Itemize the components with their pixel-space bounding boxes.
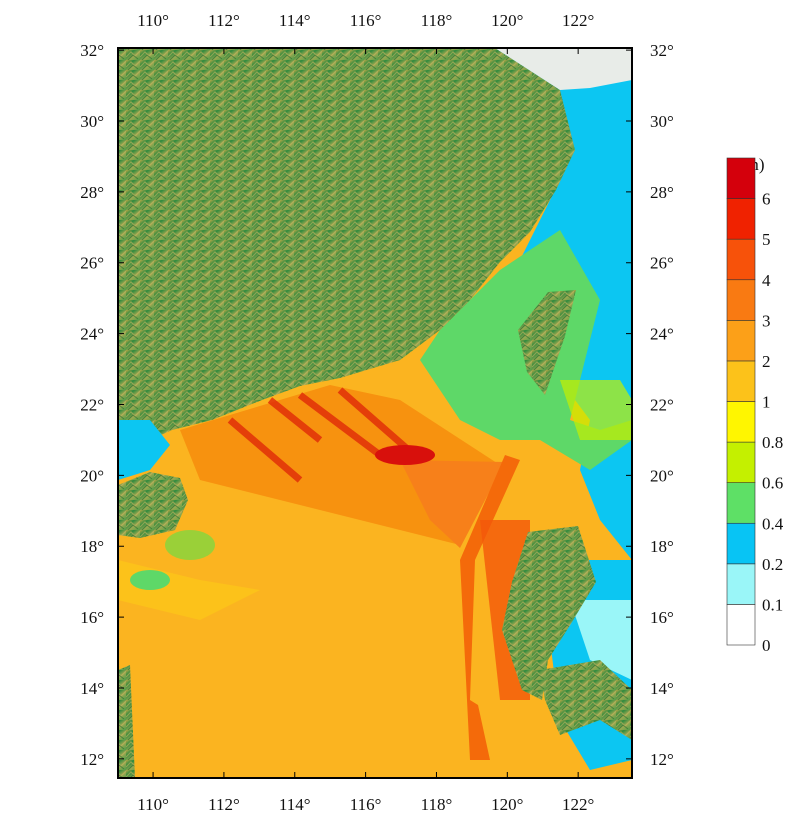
x-tick-label: 112° xyxy=(208,795,240,814)
y-tick-label: 12° xyxy=(80,750,104,769)
colorbar-swatch xyxy=(726,401,756,443)
y-tick-label: 30° xyxy=(650,112,674,131)
wave-zone xyxy=(400,460,505,548)
y-tick-label: 16° xyxy=(650,608,674,627)
x-tick-label: 116° xyxy=(350,795,382,814)
colorbar-swatch xyxy=(726,441,756,483)
y-tick-label: 28° xyxy=(80,183,104,202)
x-tick-label: 112° xyxy=(208,11,240,30)
colorbar-label: 0 xyxy=(762,636,771,655)
y-tick-label: 12° xyxy=(650,750,674,769)
colorbar-swatch xyxy=(726,604,756,646)
colorbar-label: 0.1 xyxy=(762,595,783,614)
x-tick-label: 120° xyxy=(491,11,523,30)
taiwan xyxy=(518,290,576,395)
map-frame xyxy=(117,47,633,779)
y-tick-label: 30° xyxy=(80,112,104,131)
x-tick-label: 114° xyxy=(279,795,311,814)
indochina xyxy=(118,665,135,778)
colorbar-label: 5 xyxy=(762,230,771,249)
y-tick-label: 20° xyxy=(650,466,674,485)
islands xyxy=(540,660,632,740)
y-tick-label: 32° xyxy=(80,41,104,60)
y-tick-label: 26° xyxy=(80,254,104,273)
y-tick-label: 24° xyxy=(650,325,674,344)
x-tick-label: 122° xyxy=(562,795,594,814)
x-tick-label: 118° xyxy=(421,11,453,30)
wave-streak xyxy=(227,387,423,483)
x-tick-label: 110° xyxy=(137,11,169,30)
x-tick-label: 122° xyxy=(562,11,594,30)
x-tick-label: 120° xyxy=(491,795,523,814)
colorbar-swatch xyxy=(726,157,756,199)
colorbar-swatch xyxy=(726,320,756,362)
colorbar-swatch xyxy=(726,360,756,402)
colorbar-swatch xyxy=(726,522,756,565)
coastal-band xyxy=(560,380,632,440)
colorbar-swatch xyxy=(726,198,756,240)
colorbar-label: 0.6 xyxy=(762,474,783,493)
colorbar-label: 4 xyxy=(762,271,771,290)
y-tick-label: 32° xyxy=(650,41,674,60)
y-tick-label: 26° xyxy=(650,254,674,273)
x-tick-label: 110° xyxy=(137,795,169,814)
x-tick-label: 114° xyxy=(279,11,311,30)
y-tick-label: 14° xyxy=(650,679,674,698)
y-tick-label: 18° xyxy=(80,537,104,556)
y-tick-label: 28° xyxy=(650,183,674,202)
colorbar-label: 0.8 xyxy=(762,433,783,452)
colorbar-swatch xyxy=(726,238,756,281)
wave-zone xyxy=(460,455,520,760)
y-tick-label: 22° xyxy=(650,395,674,414)
x-tick-label: 116° xyxy=(350,11,382,30)
shallow-sea xyxy=(570,600,632,680)
y-tick-label: 18° xyxy=(650,537,674,556)
wave-peak xyxy=(375,445,435,465)
colorbar-swatch xyxy=(726,563,756,605)
luzon xyxy=(502,526,596,700)
coastal-band xyxy=(165,530,215,560)
coastal-plain xyxy=(495,48,632,90)
y-tick-label: 16° xyxy=(80,608,104,627)
colorbar-label: 1 xyxy=(762,393,771,412)
hainan xyxy=(118,472,188,538)
colorbar-label: 0.4 xyxy=(762,514,784,533)
y-tick-label: 20° xyxy=(80,466,104,485)
y-tick-label: 24° xyxy=(80,325,104,344)
map-image xyxy=(118,48,632,778)
x-tick-label: 118° xyxy=(421,795,453,814)
colorbar-swatch xyxy=(726,482,756,524)
colorbar-swatch xyxy=(726,279,756,321)
colorbar-label: 0.2 xyxy=(762,555,783,574)
colorbar-label: 6 xyxy=(762,190,771,209)
y-tick-label: 22° xyxy=(80,395,104,414)
y-tick-label: 14° xyxy=(80,679,104,698)
colorbar-label: 3 xyxy=(762,311,771,330)
coastal-band xyxy=(130,570,170,590)
colorbar-label: 2 xyxy=(762,352,771,371)
mainland xyxy=(118,48,575,440)
wave-zone xyxy=(180,385,500,545)
gulf xyxy=(118,420,170,480)
